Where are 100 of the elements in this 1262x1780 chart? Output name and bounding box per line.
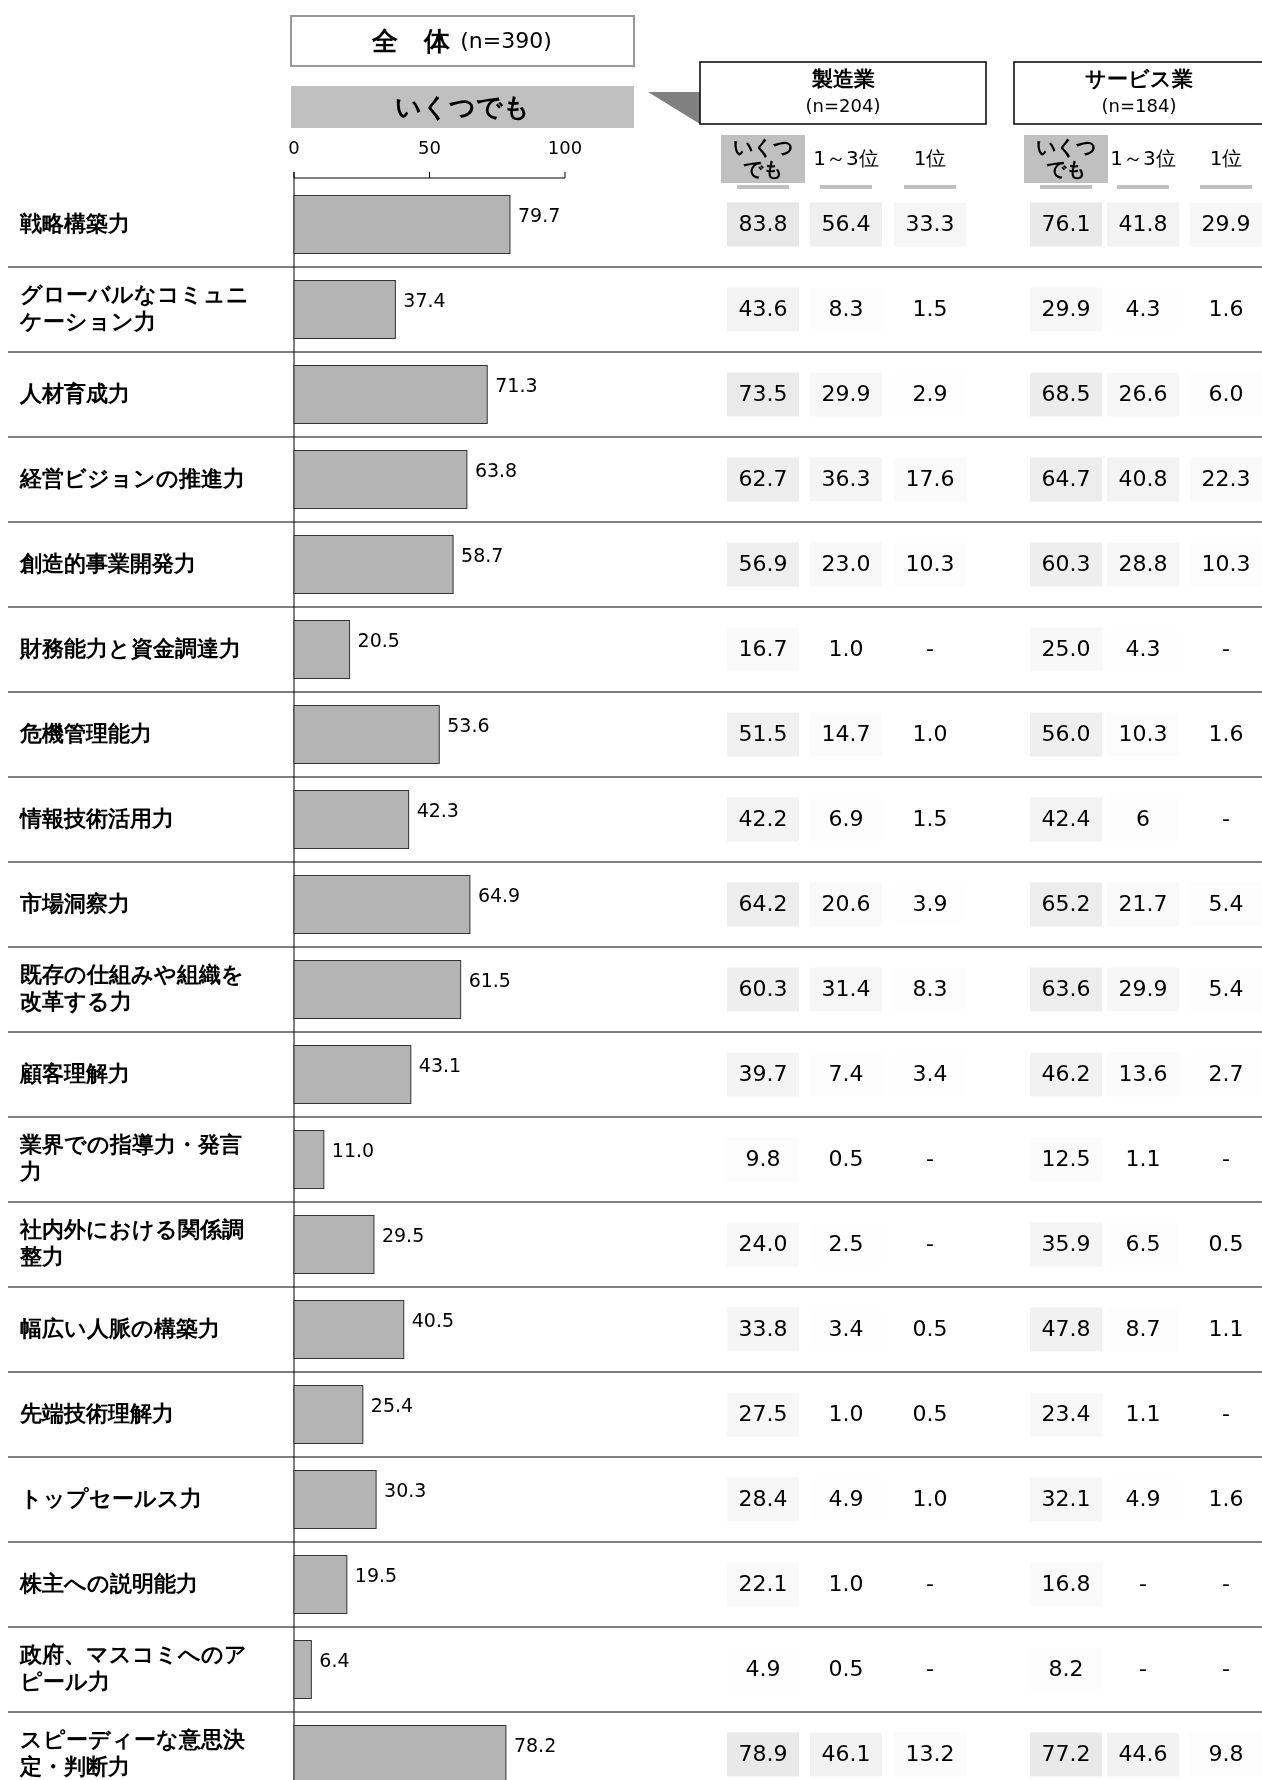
data-label: 24.0 xyxy=(738,1230,788,1256)
y-tick-label: 情報技術活用力 xyxy=(18,805,174,831)
data-label: 58.7 xyxy=(461,544,504,566)
data-label: 3.4 xyxy=(912,1060,948,1086)
data-label: 1.5 xyxy=(912,805,948,831)
chart-subtitle: (n=204) xyxy=(805,95,881,116)
data-label: 0.5 xyxy=(828,1145,864,1171)
data-label: 1.0 xyxy=(828,635,864,661)
data-label: 10.3 xyxy=(1201,550,1251,576)
bar xyxy=(293,365,488,424)
data-label: 47.8 xyxy=(1041,1315,1091,1341)
data-label: 6 xyxy=(1136,805,1150,831)
y-tick-label: グローバルなコミュニケーション力 xyxy=(19,282,249,334)
data-label: 9.8 xyxy=(1208,1740,1244,1766)
data-label: 53.6 xyxy=(447,714,490,736)
y-tick-label: 人材育成力 xyxy=(19,380,130,406)
data-label: 13.2 xyxy=(905,1740,955,1766)
chart-title: 全 体 xyxy=(371,25,452,56)
data-label: 60.3 xyxy=(738,975,788,1001)
data-label: 6.0 xyxy=(1208,380,1244,406)
data-label: 65.2 xyxy=(1041,890,1091,916)
data-label: 29.9 xyxy=(1201,210,1251,236)
data-label: 0.5 xyxy=(828,1655,864,1681)
data-label: 25.0 xyxy=(1041,635,1091,661)
bar xyxy=(293,1130,325,1189)
data-label: 22.3 xyxy=(1201,465,1251,491)
bar xyxy=(293,1555,348,1614)
bar xyxy=(293,875,471,934)
y-tick-label: トップセールス力 xyxy=(20,1485,202,1511)
data-label: 61.5 xyxy=(468,969,511,991)
bar xyxy=(293,195,511,254)
data-label: 63.6 xyxy=(1041,975,1091,1001)
data-label: 37.4 xyxy=(403,289,446,311)
text: - xyxy=(1222,1145,1230,1171)
data-label: 43.1 xyxy=(418,1054,462,1076)
data-label: 4.9 xyxy=(745,1655,781,1681)
text: - xyxy=(1222,1400,1230,1426)
data-label: 1.0 xyxy=(912,720,948,746)
data-label: 28.8 xyxy=(1118,550,1168,576)
text: - xyxy=(1222,805,1230,831)
data-label: 2.7 xyxy=(1208,1060,1244,1086)
x-tick-label: 100 xyxy=(547,137,583,158)
data-label: 4.3 xyxy=(1125,635,1161,661)
data-label: 78.2 xyxy=(513,1734,557,1756)
data-label: 83.8 xyxy=(738,210,788,236)
x-tick-label: 1～3位 xyxy=(1110,145,1176,170)
data-label: 20.6 xyxy=(821,890,871,916)
y-tick-label: 戦略構築力 xyxy=(19,210,130,236)
data-label: 68.5 xyxy=(1041,380,1091,406)
data-label: 36.3 xyxy=(821,465,871,491)
data-label: 8.3 xyxy=(828,295,864,321)
data-label: 77.2 xyxy=(1041,1740,1091,1766)
data-label: 5.4 xyxy=(1208,890,1244,916)
data-label: 64.2 xyxy=(738,890,788,916)
data-label: 22.1 xyxy=(738,1570,788,1596)
chart-subtitle: (n=184) xyxy=(1101,95,1177,116)
data-label: 43.6 xyxy=(738,295,788,321)
data-label: 79.7 xyxy=(517,204,561,226)
data-label: 73.5 xyxy=(738,380,788,406)
data-label: 4.9 xyxy=(1125,1485,1161,1511)
x-tick-label: 1～3位 xyxy=(813,145,879,170)
data-label: 42.4 xyxy=(1041,805,1091,831)
data-label: 1.1 xyxy=(1125,1400,1161,1426)
bar xyxy=(293,1215,375,1274)
data-label: 1.0 xyxy=(828,1400,864,1426)
data-label: 1.6 xyxy=(1208,720,1244,746)
data-label: 26.6 xyxy=(1118,380,1168,406)
data-label: 7.4 xyxy=(828,1060,864,1086)
bar xyxy=(293,535,454,594)
data-label: 0.5 xyxy=(1208,1230,1244,1256)
data-label: 16.7 xyxy=(738,635,788,661)
chart-subtitle: (n=390) xyxy=(460,28,552,53)
y-tick-label: 業界での指導力・発言力 xyxy=(19,1132,242,1184)
x-tick-label: いくつでも xyxy=(1036,134,1096,181)
data-label: 5.4 xyxy=(1208,975,1244,1001)
y-tick-label: スピーディーな意思決定・判断力 xyxy=(19,1727,246,1779)
data-label: 0.5 xyxy=(912,1315,948,1341)
data-label: 1.0 xyxy=(828,1570,864,1596)
data-label: 42.3 xyxy=(416,799,459,821)
bar xyxy=(293,1045,412,1104)
data-label: 6.5 xyxy=(1125,1230,1161,1256)
data-label: 1.0 xyxy=(912,1485,948,1511)
y-tick-label: 幅広い人脈の構築力 xyxy=(20,1315,220,1341)
data-label: 11.0 xyxy=(331,1139,375,1161)
bar xyxy=(293,620,351,679)
y-tick-label: 創造的事業開発力 xyxy=(19,550,196,576)
data-label: 10.3 xyxy=(905,550,955,576)
data-label: 39.7 xyxy=(738,1060,788,1086)
data-label: 20.5 xyxy=(357,629,400,651)
data-label: 2.5 xyxy=(828,1230,864,1256)
data-label: 3.9 xyxy=(912,890,948,916)
data-label: 8.2 xyxy=(1048,1655,1084,1681)
data-label: 32.1 xyxy=(1041,1485,1091,1511)
data-label: 1.1 xyxy=(1125,1145,1161,1171)
x-tick-label: 50 xyxy=(418,137,441,158)
data-label: 60.3 xyxy=(1041,550,1091,576)
data-label: 51.5 xyxy=(738,720,788,746)
data-label: 23.0 xyxy=(821,550,871,576)
y-tick-label: 顧客理解力 xyxy=(19,1060,130,1086)
y-tick-label: 株主への説明能力 xyxy=(19,1570,198,1596)
